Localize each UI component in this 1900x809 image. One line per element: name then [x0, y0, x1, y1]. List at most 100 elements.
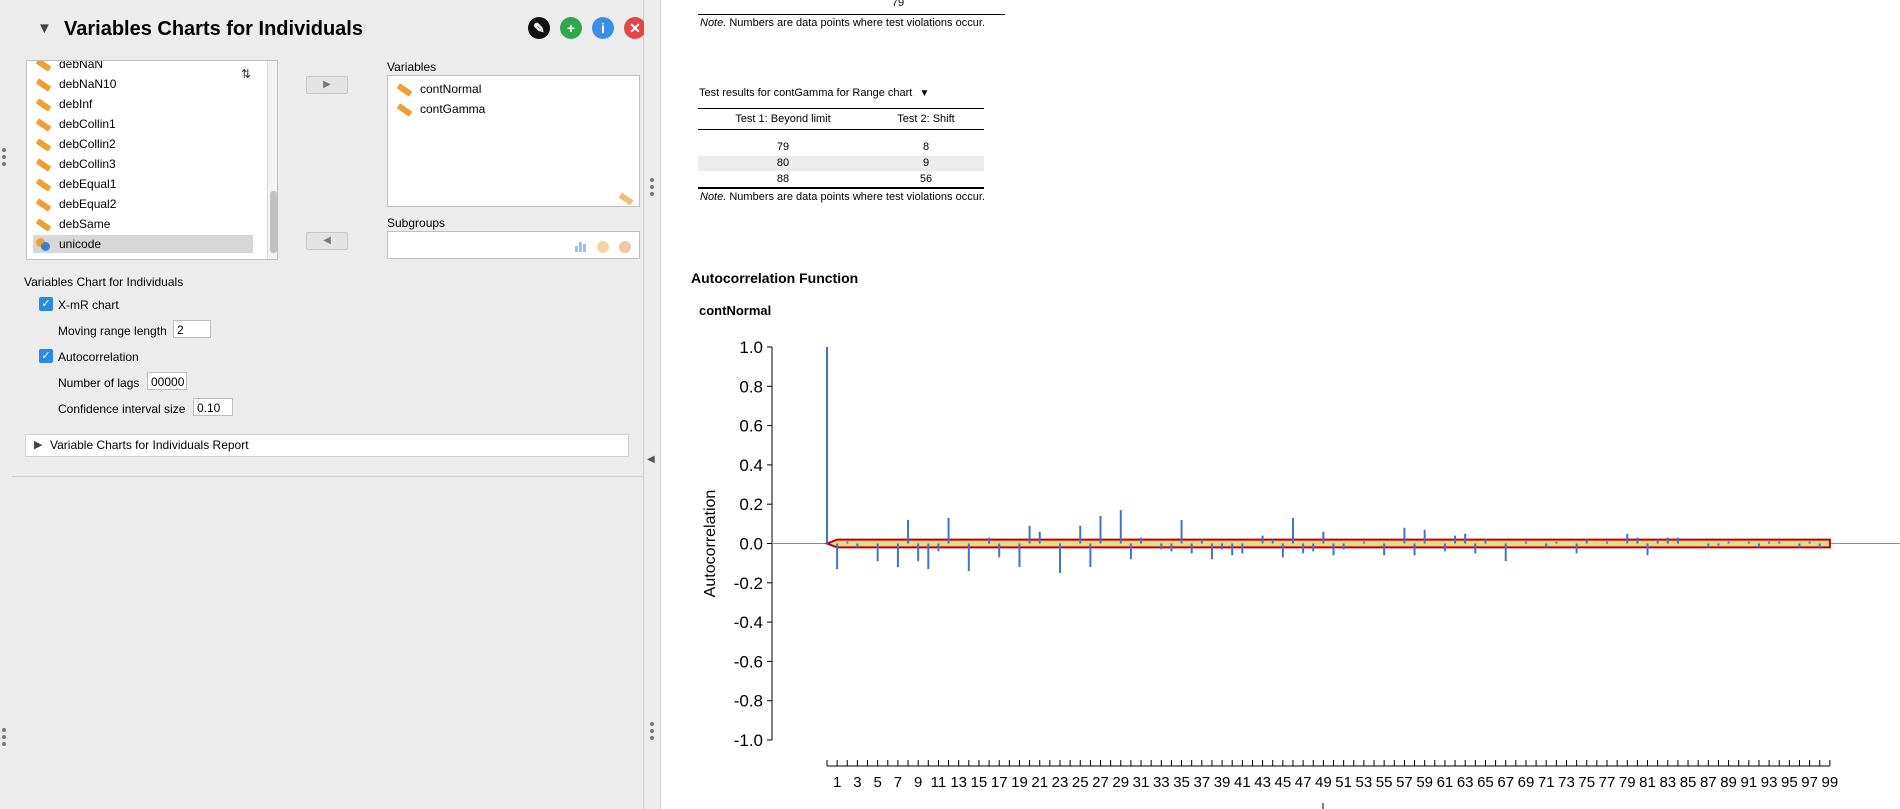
table-cell: 56: [919, 173, 933, 185]
x-tick-label: 25: [1072, 774, 1089, 791]
scale-icon: [35, 138, 52, 152]
expand-triangle-icon: ▶: [34, 439, 43, 451]
duplicate-analysis-button[interactable]: +: [560, 17, 582, 39]
close-analysis-button[interactable]: ✕: [624, 17, 646, 39]
x-tick-label: 83: [1659, 774, 1676, 791]
x-tick-label: 99: [1822, 774, 1839, 791]
x-tick-label: 87: [1700, 774, 1717, 791]
table-cell: 80: [776, 157, 790, 169]
source-list-item[interactable]: debNaN: [33, 61, 253, 73]
info-button[interactable]: i: [592, 17, 614, 39]
y-tick-label: -0.4: [734, 613, 763, 632]
scale-icon: [35, 118, 52, 132]
x-tick-label: 73: [1558, 774, 1575, 791]
resize-grip[interactable]: [2, 148, 6, 166]
ordinal-type-icon: [597, 241, 609, 253]
x-tick-label: 55: [1376, 774, 1393, 791]
list-scrollbar[interactable]: [267, 61, 277, 259]
number-of-lags-label: Number of lags: [58, 376, 140, 390]
source-list-item-label: debSame: [59, 217, 111, 231]
source-list-item[interactable]: debEqual2: [33, 195, 253, 213]
x-tick-label: 71: [1538, 774, 1555, 791]
x-tick-label: 89: [1720, 774, 1737, 791]
table-rule: [698, 108, 984, 109]
x-tick-label: 19: [1011, 774, 1028, 791]
move-back-button[interactable]: ◀: [306, 232, 348, 250]
source-list-item[interactable]: debInf: [33, 95, 253, 113]
collapse-triangle-icon[interactable]: ▼: [37, 20, 52, 37]
scale-icon: [35, 178, 52, 192]
splitter-strip[interactable]: ◀: [644, 0, 661, 809]
table-note-2: Note. Numbers are data points where test…: [700, 191, 985, 203]
x-tick-label: 53: [1356, 774, 1373, 791]
source-list-item-label: debInf: [59, 97, 93, 111]
source-list-item[interactable]: debCollin3: [33, 155, 253, 173]
nominal-icon: [36, 238, 50, 251]
acf-chart: 1.0 0.8 0.6 0.4 0.2 0.0 -0.2 -0.4 -0.6 -0.8 -1.0 Au…: [702, 338, 1900, 809]
x-tick-label: 31: [1133, 774, 1150, 791]
x-tick-label: 23: [1052, 774, 1069, 791]
y-tick-label: -0.8: [734, 692, 763, 711]
source-list-item[interactable]: unicode: [33, 235, 253, 253]
x-tick-label: 93: [1761, 774, 1778, 791]
x-tick-label: 59: [1416, 774, 1433, 791]
number-of-lags-input[interactable]: 00000: [147, 372, 187, 390]
subgroups-target-list[interactable]: [387, 231, 640, 259]
y-axis-title: Autocorrelation: [702, 490, 719, 598]
autocorrelation-checkbox[interactable]: ✓: [39, 349, 53, 363]
scale-icon: [396, 103, 413, 117]
x-tick-label: 15: [971, 774, 988, 791]
xmr-chart-checkbox[interactable]: ✓: [39, 297, 53, 311]
y-tick-label: -1.0: [734, 731, 763, 750]
source-list-item[interactable]: debSame: [33, 215, 253, 233]
results-panel: 79 Note. Numbers are data points where t…: [661, 0, 1900, 809]
x-tick-label: 69: [1518, 774, 1535, 791]
source-list-item[interactable]: debEqual1: [33, 175, 253, 193]
source-list-item[interactable]: debCollin2: [33, 135, 253, 153]
move-to-variables-button[interactable]: ▶: [306, 76, 348, 94]
table-rule: [698, 129, 984, 130]
x-tick-label: 17: [991, 774, 1008, 791]
collapse-left-icon[interactable]: ◀: [647, 454, 655, 465]
x-tick-label: 3: [853, 774, 861, 791]
chart-section-label: Variables Chart for Individuals: [24, 275, 184, 289]
x-tick-label: 35: [1173, 774, 1190, 791]
x-tick-label: 75: [1578, 774, 1595, 791]
source-list-item[interactable]: debNaN10: [33, 75, 253, 93]
edit-title-button[interactable]: ✎: [528, 17, 550, 39]
x-tick-label: 37: [1193, 774, 1210, 791]
ci-size-input[interactable]: 0.10: [193, 398, 233, 416]
table-menu-triangle-icon[interactable]: ▼: [919, 88, 930, 99]
variable-list-item-label: contGamma: [420, 102, 486, 116]
scale-icon: [396, 83, 413, 97]
xmr-chart-label: X-mR chart: [58, 298, 119, 312]
analysis-options-panel: ▼ Variables Charts for Individuals ✎ + i…: [12, 0, 646, 809]
x-tick-label: 27: [1092, 774, 1109, 791]
variables-label: Variables: [387, 60, 437, 74]
resize-grip[interactable]: [650, 722, 654, 740]
moving-range-input[interactable]: 2: [173, 320, 211, 338]
variable-list-item[interactable]: contNormal: [394, 80, 614, 98]
sort-az-icon[interactable]: ⇅: [241, 67, 252, 81]
y-tick-label: -0.2: [734, 574, 763, 593]
scale-icon: [35, 198, 52, 212]
panel-title: Variables Charts for Individuals: [64, 18, 363, 40]
resize-grip[interactable]: [2, 728, 6, 746]
y-tick-label: 0.4: [739, 456, 763, 475]
x-tick-label: 29: [1112, 774, 1129, 791]
table-rule: [698, 187, 984, 189]
x-tick-label: 9: [914, 774, 922, 791]
report-section-header[interactable]: ▶ Variable Charts for Individuals Report: [25, 434, 629, 457]
x-tick-label: 61: [1437, 774, 1454, 791]
scale-icon: [35, 78, 52, 92]
x-tick-label: 41: [1234, 774, 1251, 791]
source-variable-list[interactable]: debNaN debNaN10 debInf debCollin1 debCollin2…: [26, 60, 278, 260]
resize-grip[interactable]: [650, 178, 654, 196]
variable-list-item[interactable]: contGamma: [394, 100, 614, 118]
moving-range-label: Moving range length: [58, 324, 167, 338]
variables-target-list[interactable]: contNormal contGamma: [387, 75, 640, 207]
source-list-item-label: debNaN10: [59, 77, 117, 91]
test-results-title: Test results for contGamma for Range cha…: [699, 87, 930, 99]
source-list-item[interactable]: debCollin1: [33, 115, 253, 133]
table-rule: [698, 14, 1005, 15]
